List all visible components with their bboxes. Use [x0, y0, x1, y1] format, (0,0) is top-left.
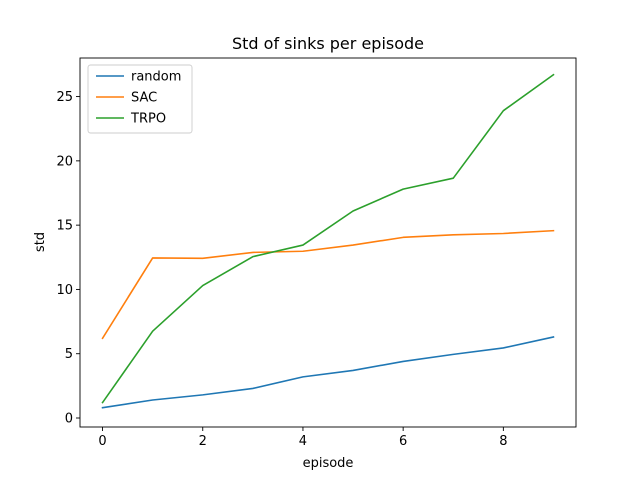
- x-tick-label: 2: [199, 434, 207, 449]
- y-axis-title: std: [33, 232, 48, 252]
- plot-area: 0 2 4 6 8 0 5 10 15 20 25: [56, 57, 577, 449]
- y-tick-label: 0: [65, 412, 73, 427]
- x-tick-label: 0: [98, 434, 106, 449]
- series-line-trpo: [101, 73, 555, 404]
- legend-label-random: random: [131, 70, 181, 85]
- chart-title: Std of sinks per episode: [232, 34, 424, 53]
- series-line-sac: [101, 229, 555, 340]
- legend-label-sac: SAC: [131, 91, 157, 106]
- x-tick-label: 4: [299, 434, 307, 449]
- x-tick-label: 6: [399, 434, 407, 449]
- y-tick-label: 5: [65, 347, 73, 362]
- x-tick-label: 8: [499, 434, 507, 449]
- y-tick-label: 15: [56, 219, 73, 234]
- legend-label-trpo: TRPO: [130, 112, 166, 127]
- legend: random SAC TRPO: [87, 64, 193, 134]
- axes-frame: [79, 57, 577, 428]
- legend-box: [87, 64, 193, 134]
- y-tick-label: 25: [56, 90, 73, 105]
- x-axis-title: episode: [303, 456, 354, 471]
- series-line-random: [101, 336, 555, 409]
- y-tick-label: 20: [56, 154, 73, 169]
- y-tick-label: 10: [56, 283, 73, 298]
